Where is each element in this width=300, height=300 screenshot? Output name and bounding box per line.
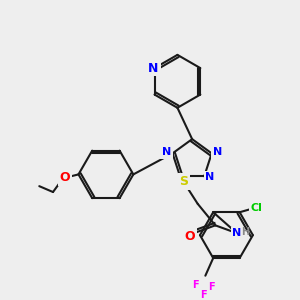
Text: O: O [184, 230, 195, 243]
Text: F: F [200, 290, 207, 300]
Text: F: F [208, 283, 214, 292]
Text: S: S [179, 175, 188, 188]
Text: N: N [206, 172, 215, 182]
Text: N: N [213, 147, 222, 158]
Text: N: N [162, 147, 171, 158]
Text: Cl: Cl [250, 203, 262, 213]
Text: F: F [192, 280, 199, 290]
Text: N: N [148, 61, 159, 75]
Text: H: H [242, 227, 250, 237]
Text: O: O [59, 171, 70, 184]
Text: N: N [232, 228, 242, 238]
